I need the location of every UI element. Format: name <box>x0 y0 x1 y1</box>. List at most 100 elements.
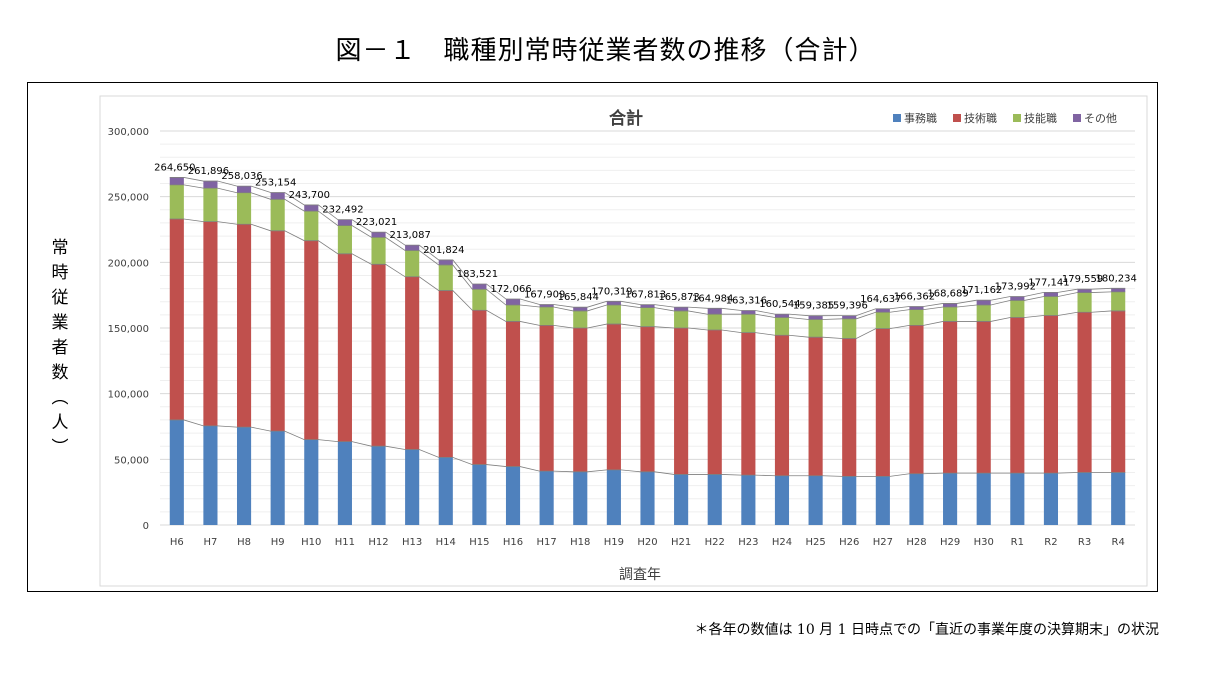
series-line-4 <box>169 177 1126 317</box>
bar-segment-1 <box>304 439 319 525</box>
x-axis-title: 調査年 <box>619 567 661 583</box>
bar-segment-3 <box>1043 296 1059 316</box>
x-tick-label: H8 <box>237 537 251 548</box>
bar-segment-1 <box>674 474 689 525</box>
x-tick-label: H13 <box>402 537 422 548</box>
x-tick-label: R3 <box>1078 537 1091 548</box>
bar-segment-3 <box>1010 300 1025 318</box>
bar-segment-1 <box>1077 472 1092 525</box>
x-tick-label: H12 <box>368 537 388 548</box>
legend: 事務職 技術職 技能職 その他 <box>893 111 1117 125</box>
total-label: 201,824 <box>423 245 464 256</box>
bar-segment-2 <box>741 332 756 476</box>
total-label: 243,700 <box>289 190 330 201</box>
bar-segment-4 <box>1111 288 1126 292</box>
x-tick-label: H22 <box>705 537 725 548</box>
bar-segment-1 <box>337 441 352 525</box>
x-tick-label: H17 <box>537 537 557 548</box>
y-axis-title-char: 数 <box>51 363 69 383</box>
bar-segment-1 <box>1111 472 1126 525</box>
bar-segment-3 <box>674 310 689 328</box>
bars <box>169 177 1126 525</box>
total-label: 232,492 <box>322 205 363 216</box>
x-tick-label: H30 <box>974 537 994 548</box>
total-label: 258,036 <box>221 171 262 182</box>
bar-segment-3 <box>1111 291 1126 311</box>
bar-segment-2 <box>236 224 252 428</box>
bar-segment-2 <box>1111 310 1126 473</box>
bar-segment-3 <box>169 184 184 219</box>
bar-segment-1 <box>707 474 722 525</box>
bar-segment-1 <box>405 449 420 525</box>
bar-segment-2 <box>1077 312 1092 473</box>
y-tick-label: 0 <box>143 521 149 532</box>
figure-title: 図－１ 職種別常時従業者数の推移（合計） <box>335 36 876 66</box>
x-tick-label: H25 <box>805 537 825 548</box>
bar-segment-2 <box>573 328 588 472</box>
bar-segment-1 <box>371 446 386 525</box>
total-label: 213,087 <box>389 230 430 241</box>
total-label: 167,813 <box>625 290 666 301</box>
x-tick-label: H9 <box>271 537 285 548</box>
y-axis-title-char: 業 <box>51 313 69 333</box>
bar-segment-4 <box>674 307 689 311</box>
legend-label: その他 <box>1084 112 1117 125</box>
bar-segment-4 <box>472 283 487 290</box>
bar-segment-3 <box>505 305 521 322</box>
bar-segment-2 <box>438 290 453 458</box>
x-tick-label: H6 <box>170 537 184 548</box>
total-label: 165,844 <box>558 292 599 303</box>
bar-segment-3 <box>808 319 823 338</box>
bar-segment-4 <box>505 299 521 306</box>
series-line-1 <box>169 419 1126 477</box>
legend-label: 技能職 <box>1024 111 1057 125</box>
total-label: 171,162 <box>961 285 1002 296</box>
x-tick-label: H10 <box>301 537 321 548</box>
bar-segment-1 <box>774 475 790 525</box>
series-line-2 <box>169 218 1126 339</box>
bar-segment-3 <box>606 305 621 325</box>
bar-segment-4 <box>909 306 924 310</box>
bar-segment-2 <box>707 329 722 475</box>
legend-label: 事務職 <box>904 111 937 125</box>
y-tick-labels: 0 50,000 100,000 150,000 200,000 250,000 300,0… <box>108 127 149 532</box>
y-tick-label: 100,000 <box>108 390 149 401</box>
y-tick-label: 150,000 <box>108 324 149 335</box>
x-tick-label: H11 <box>335 537 355 548</box>
bar-segment-2 <box>640 326 655 472</box>
bar-segment-4 <box>270 192 285 200</box>
bar-segment-1 <box>842 476 857 525</box>
bar-segment-4 <box>337 219 352 226</box>
legend-label: 技術職 <box>964 112 997 125</box>
bar-segment-4 <box>842 315 857 319</box>
bar-segment-4 <box>808 315 823 320</box>
bar-segment-1 <box>1043 473 1059 525</box>
bar-segment-3 <box>707 314 722 330</box>
x-tick-label: H7 <box>203 537 217 548</box>
total-label: 223,021 <box>356 217 397 228</box>
total-label: 179,559 <box>1062 274 1103 285</box>
bar-segment-3 <box>438 264 453 291</box>
legend-swatch <box>1013 114 1021 122</box>
bar-segment-4 <box>640 304 655 308</box>
total-label: 166,362 <box>894 292 935 303</box>
bar-segment-3 <box>774 317 790 336</box>
bar-segment-3 <box>640 307 655 327</box>
legend-swatch <box>1073 114 1081 122</box>
y-tick-label: 300,000 <box>108 127 149 138</box>
bar-segment-1 <box>573 471 588 525</box>
x-tick-label: H26 <box>839 537 859 548</box>
bar-segment-2 <box>909 325 924 474</box>
x-tick-labels: H6 H7 H8 H9 H10 H11 H12 H13 H14 H15 H16 H17 H18 H19 H2… <box>170 537 1125 548</box>
bar-segment-3 <box>909 309 924 326</box>
bar-segment-2 <box>976 321 991 474</box>
bar-segment-4 <box>169 177 184 185</box>
bar-segment-1 <box>505 466 521 525</box>
bar-segment-4 <box>438 259 453 265</box>
bar-segment-2 <box>169 218 184 420</box>
bar-segment-2 <box>943 321 958 474</box>
y-axis-title-char: ︵ <box>51 388 69 408</box>
y-tick-label: 250,000 <box>108 193 149 204</box>
